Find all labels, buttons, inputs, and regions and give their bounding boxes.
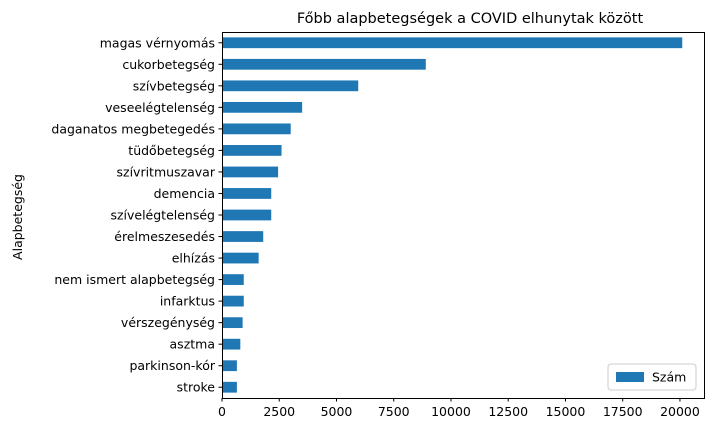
y-tick-label: tüdőbetegség (128, 143, 215, 158)
y-tick-label: magas vérnyomás (100, 35, 215, 50)
y-tick-label: szívelégtelenség (110, 208, 215, 223)
bar (222, 252, 259, 264)
y-tick-label: daganatos megbetegedés (51, 121, 215, 136)
chart-title: Főbb alapbetegségek a COVID elhunytak kö… (297, 11, 644, 27)
y-tick-label: vérszegénység (121, 315, 215, 330)
bars-group (222, 37, 683, 393)
x-tick-label: 15000 (546, 404, 586, 419)
bar (222, 37, 683, 49)
bar (222, 209, 272, 221)
y-tick-label: cukorbetegség (122, 57, 215, 72)
y-axis: magas vérnyomás cukorbetegség szívbetegség… (51, 35, 222, 395)
bar (222, 360, 237, 372)
bar (222, 123, 291, 135)
plot-frame (222, 32, 705, 399)
bar (222, 317, 243, 329)
y-tick-label: stroke (177, 380, 216, 395)
x-tick-label: 10000 (431, 404, 471, 419)
x-tick-label: 12500 (488, 404, 528, 419)
legend-label: Szám (652, 370, 686, 385)
bar (222, 231, 264, 242)
bar (222, 101, 303, 113)
legend: Szám (607, 363, 697, 391)
x-tick-label: 7500 (378, 404, 410, 419)
y-tick-label: elhízás (172, 251, 215, 266)
bar (222, 338, 241, 350)
bar (222, 166, 279, 178)
legend-swatch (616, 372, 644, 382)
legend-box (607, 363, 697, 391)
x-tick-label: 17500 (603, 404, 643, 419)
y-tick-label: asztma (170, 337, 215, 352)
bar (222, 295, 244, 307)
bar (222, 145, 282, 156)
bar (222, 381, 237, 393)
y-tick-label: szívbetegség (133, 78, 215, 93)
y-axis-label: Alapbetegség (10, 174, 25, 260)
y-tick-label: demencia (154, 186, 215, 201)
bar (222, 58, 426, 70)
x-tick-label: 2500 (263, 404, 295, 419)
x-tick-label: 5000 (321, 404, 353, 419)
x-tick-label: 0 (218, 404, 226, 419)
x-axis: 0 2500 5000 7500 10000 12500 15000 17500 20000 (218, 398, 700, 419)
bar (222, 188, 272, 199)
y-tick-label: érelmeszesedés (114, 229, 215, 244)
y-tick-label: parkinson-kór (129, 358, 215, 373)
y-tick-label: veseelégtelenség (105, 100, 215, 115)
y-tick-label: szívritmuszavar (117, 164, 216, 179)
bar (222, 80, 359, 92)
y-tick-label: infarktus (160, 294, 215, 309)
y-tick-label: nem ismert alapbetegség (54, 272, 215, 287)
bar (222, 274, 244, 285)
x-tick-label: 20000 (660, 404, 700, 419)
